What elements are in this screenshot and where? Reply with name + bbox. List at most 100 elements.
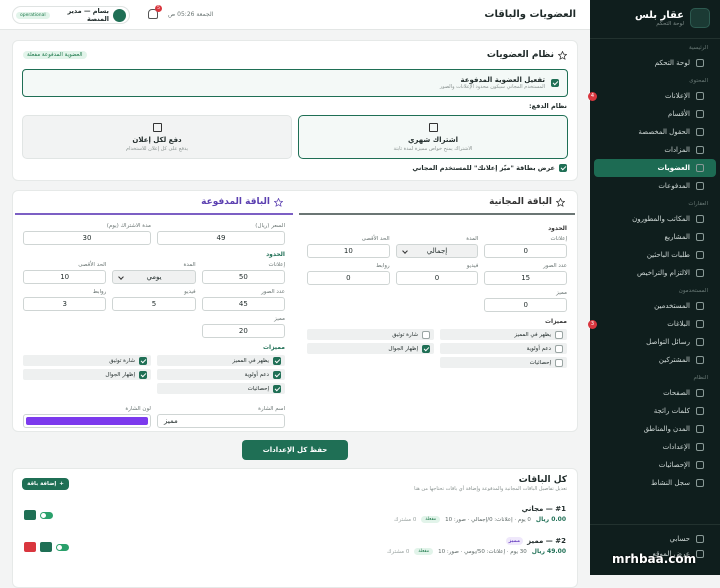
feature[interactable]: شارة توثيق — [23, 355, 151, 366]
feature-checkbox[interactable] — [555, 344, 563, 353]
enable-option[interactable]: تفعيل العضوية المدفوعة المستخدم المجاني … — [22, 69, 568, 97]
field-input[interactable]: 49 — [157, 231, 285, 245]
feature[interactable]: إظهار الجوال — [307, 343, 434, 354]
field-input[interactable]: 30 — [23, 231, 151, 245]
payment-option[interactable]: دفع لكل إعلان يدفع على كل إعلان للاستخدام — [22, 115, 292, 159]
add-plan-label: إضافة باقة — [27, 481, 57, 487]
nav-item[interactable]: الحقول المخصصة — [594, 123, 716, 141]
feature-label: دعم أولوية — [244, 371, 269, 378]
nav-item[interactable]: المدفوعات — [594, 177, 716, 195]
toggle[interactable] — [40, 511, 53, 519]
spacer — [307, 215, 567, 219]
nav-item[interactable]: رسائل التواصل — [594, 333, 716, 351]
nav-item[interactable]: الإحصائيات — [594, 456, 716, 474]
nav-item[interactable]: الصفحات — [594, 384, 716, 402]
feature[interactable]: دعم أولوية — [440, 343, 567, 354]
field-input[interactable]: يومي — [112, 270, 196, 284]
nav-icon — [696, 182, 704, 190]
promo-checkbox[interactable] — [559, 164, 567, 172]
field-input[interactable]: 20 — [201, 324, 285, 338]
field-input[interactable]: 3 — [23, 297, 107, 311]
delete-button[interactable] — [24, 542, 36, 552]
nav-item[interactable]: كلمات رائجة — [594, 402, 716, 420]
footer-item[interactable]: حسابي — [594, 531, 716, 546]
edit-button[interactable] — [40, 542, 52, 552]
field-label: الحد الأقصى — [361, 236, 390, 242]
nav-item[interactable]: سجل النشاط — [594, 474, 716, 492]
field-input[interactable]: 5 — [112, 297, 196, 311]
save-button[interactable]: حفظ كل الإعدادات — [242, 440, 348, 460]
nav-item[interactable]: لوحة التحكم — [594, 54, 716, 72]
feature-checkbox[interactable] — [422, 344, 430, 353]
feature[interactable]: دعم أولوية — [157, 369, 285, 380]
field-input[interactable]: 10 — [307, 244, 390, 258]
feature-label: يظهر في المميز — [514, 331, 551, 338]
feature[interactable]: شارة توثيق — [307, 329, 434, 340]
plan-row-actions — [24, 510, 53, 520]
feature-checkbox[interactable] — [555, 358, 563, 367]
feature[interactable]: إظهار الجوال — [23, 369, 151, 380]
field: الحد الأقصى 10 — [23, 262, 107, 284]
field: فيديو 5 — [112, 289, 196, 311]
nav-item[interactable]: الالتزام والتراخيص — [594, 264, 716, 282]
nav-item[interactable]: الإعدادات — [594, 438, 716, 456]
nav-item[interactable]: المزادات — [594, 141, 716, 159]
color-input[interactable] — [23, 414, 151, 428]
field-input[interactable]: مميز — [157, 414, 285, 428]
plan-row-details-line: 0.00 ريال 0 يوم · إعلانات: 0/إجمالي · صور… — [394, 516, 566, 523]
feature-checkbox[interactable] — [422, 330, 430, 339]
edit-button[interactable] — [24, 510, 36, 520]
plan-row-details: 30 يوم · إعلانات: 50/يومي · صور: 10 — [438, 548, 527, 555]
field-input[interactable]: إجمالي — [395, 244, 479, 258]
feature-checkbox[interactable] — [555, 330, 563, 339]
field-input[interactable]: 0 — [484, 244, 567, 258]
nav-item[interactable]: طلبات الباحثين — [594, 246, 716, 264]
color-swatch — [26, 417, 148, 425]
feature-checkbox[interactable] — [273, 356, 281, 365]
field: اسم الشارة مميز — [157, 406, 285, 428]
feature-checkbox[interactable] — [139, 356, 147, 365]
field-input[interactable]: 50 — [201, 270, 285, 284]
field: فيديو 0 — [395, 263, 479, 285]
feature[interactable]: إحصائيات — [157, 383, 285, 394]
toggle[interactable] — [56, 543, 69, 551]
nav-item[interactable]: المشاريع — [594, 228, 716, 246]
footer-item[interactable]: عرض الموقع — [594, 546, 716, 561]
field-input[interactable]: 10 — [23, 270, 107, 284]
nav-item[interactable]: المستخدمين — [594, 297, 716, 315]
feature[interactable]: يظهر في المميز — [440, 329, 567, 340]
field-input[interactable]: 0 — [395, 271, 479, 285]
nav-label: الحقول المخصصة — [638, 128, 690, 136]
plan-row: #1 — مجاني 0.00 ريال 0 يوم · إعلانات: 0/إج… — [22, 505, 568, 537]
avatar — [113, 8, 126, 22]
promo-option[interactable]: عرض بطاقة "ميّز إعلانك" للمستخدم المجاني — [412, 164, 567, 172]
field-input[interactable]: 0 — [484, 298, 567, 312]
feature[interactable]: إحصائيات — [440, 357, 567, 368]
add-plan-button[interactable]: + إضافة باقة — [22, 478, 69, 490]
payment-option[interactable]: اشتراك شهري الاشتراك يمنح خواص مميزة لمدة… — [298, 115, 568, 159]
feature[interactable]: يظهر في المميز — [157, 355, 285, 366]
enable-checkbox[interactable] — [551, 79, 559, 87]
nav-item[interactable]: المشتركين — [594, 351, 716, 369]
field-label: إعلانات — [550, 236, 567, 242]
feature-checkbox[interactable] — [273, 384, 281, 393]
nav-item[interactable]: المدن والمناطق — [594, 420, 716, 438]
nav-item[interactable]: العضويات — [594, 159, 716, 177]
field-input[interactable]: 0 — [307, 271, 390, 285]
nav-section-title: الرئيسية — [689, 45, 708, 51]
bell[interactable]: 5 — [148, 5, 162, 19]
nav-item[interactable]: البلاغات 3 — [588, 315, 716, 333]
limits-label: الحدود — [266, 251, 285, 258]
feature-checkbox[interactable] — [139, 370, 147, 379]
logo: عقار بلس لوحة التحكم — [590, 8, 720, 39]
field-input[interactable]: 45 — [201, 297, 285, 311]
field-label: فيديو — [466, 263, 479, 269]
nav-item[interactable]: الأقسام — [594, 105, 716, 123]
user-menu[interactable]: بسام — مدير المنصة operational — [12, 6, 130, 24]
field-input[interactable]: 15 — [484, 271, 567, 285]
plan-row-status: مفعلة — [421, 516, 441, 523]
nav-item[interactable]: المكاتب والمطورون — [594, 210, 716, 228]
feature-checkbox[interactable] — [273, 370, 281, 379]
payment-option-title: اشتراك شهري — [407, 135, 459, 144]
nav-item[interactable]: الإعلانات 4 — [588, 87, 716, 105]
